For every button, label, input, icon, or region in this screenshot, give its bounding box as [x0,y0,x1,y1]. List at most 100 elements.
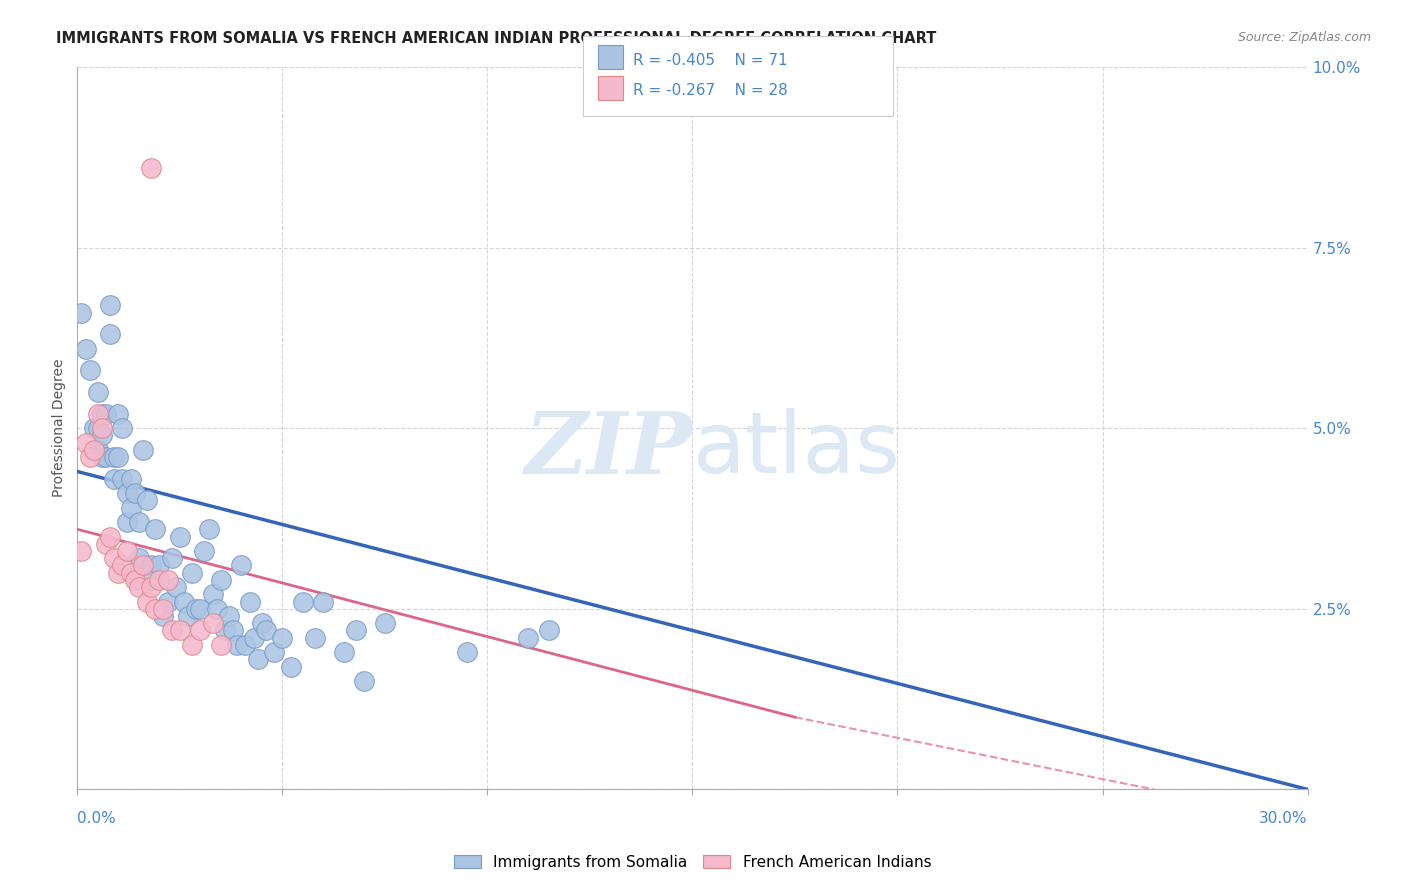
Point [75,342,97,356]
Point [177,609,200,624]
Point [70,305,93,319]
Text: ZIP: ZIP [524,408,693,491]
Point [115,486,138,500]
Point [374,616,396,631]
Point [235,638,257,652]
Point [111,472,134,486]
Point [231,558,253,573]
Point [132,442,155,457]
Point [94,537,117,551]
Point [120,500,142,515]
Point [353,674,375,689]
Text: atlas: atlas [693,409,900,491]
Point [188,602,212,616]
Point [98,327,121,342]
Point [87,442,110,457]
Point [107,407,129,421]
Point [263,645,285,659]
Point [111,421,134,435]
Point [83,442,105,457]
Point [152,602,174,616]
Point [94,450,117,464]
Point [70,544,93,558]
Point [239,594,262,608]
Point [250,616,273,631]
Point [141,558,163,573]
Point [173,594,195,608]
Point [188,624,212,638]
Point [141,161,163,175]
Point [160,551,183,566]
Point [333,645,356,659]
Point [169,624,191,638]
Point [214,624,236,638]
Point [271,631,294,645]
Point [537,624,560,638]
Point [254,624,277,638]
Point [218,609,240,624]
Point [94,407,117,421]
Point [120,472,142,486]
Point [242,631,264,645]
Point [98,298,121,312]
Text: 0.0%: 0.0% [77,812,117,826]
Point [312,594,335,608]
Point [222,624,245,638]
Point [90,421,114,435]
Text: 30.0%: 30.0% [1260,812,1308,826]
Point [90,407,114,421]
Point [107,566,129,580]
Point [209,573,232,587]
Y-axis label: Professional Degree: Professional Degree [52,359,66,498]
Point [156,594,179,608]
Point [186,602,208,616]
Point [136,594,159,608]
Point [90,428,114,442]
Text: IMMIGRANTS FROM SOMALIA VS FRENCH AMERICAN INDIAN PROFESSIONAL DEGREE CORRELATIO: IMMIGRANTS FROM SOMALIA VS FRENCH AMERIC… [56,31,936,46]
Point [148,558,170,573]
Point [304,631,326,645]
Point [103,551,125,566]
Point [115,544,138,558]
Point [456,645,478,659]
Point [181,566,204,580]
Point [115,515,138,529]
Point [87,385,110,400]
Point [226,638,249,652]
Point [156,573,179,587]
Point [79,450,101,464]
Point [128,580,150,594]
Text: Source: ZipAtlas.com: Source: ZipAtlas.com [1237,31,1371,45]
Point [152,609,174,624]
Point [193,544,215,558]
Point [291,594,314,608]
Point [107,450,129,464]
Point [124,573,146,587]
Point [87,421,110,435]
Point [128,515,150,529]
Point [120,566,142,580]
Text: R = -0.267    N = 28: R = -0.267 N = 28 [633,84,787,98]
Point [83,421,105,435]
Point [201,587,224,601]
Point [103,472,125,486]
Point [246,652,269,666]
Point [148,573,170,587]
Point [111,558,134,573]
Point [141,573,163,587]
Point [165,580,187,594]
Point [344,624,367,638]
Point [128,551,150,566]
Point [209,638,232,652]
Point [517,631,540,645]
Point [87,407,110,421]
Point [132,558,155,573]
Point [143,602,166,616]
Text: R = -0.405    N = 71: R = -0.405 N = 71 [633,54,787,68]
Point [103,450,125,464]
Point [75,435,97,450]
Point [141,580,163,594]
Point [181,638,204,652]
Point [197,522,219,536]
Point [280,659,302,673]
